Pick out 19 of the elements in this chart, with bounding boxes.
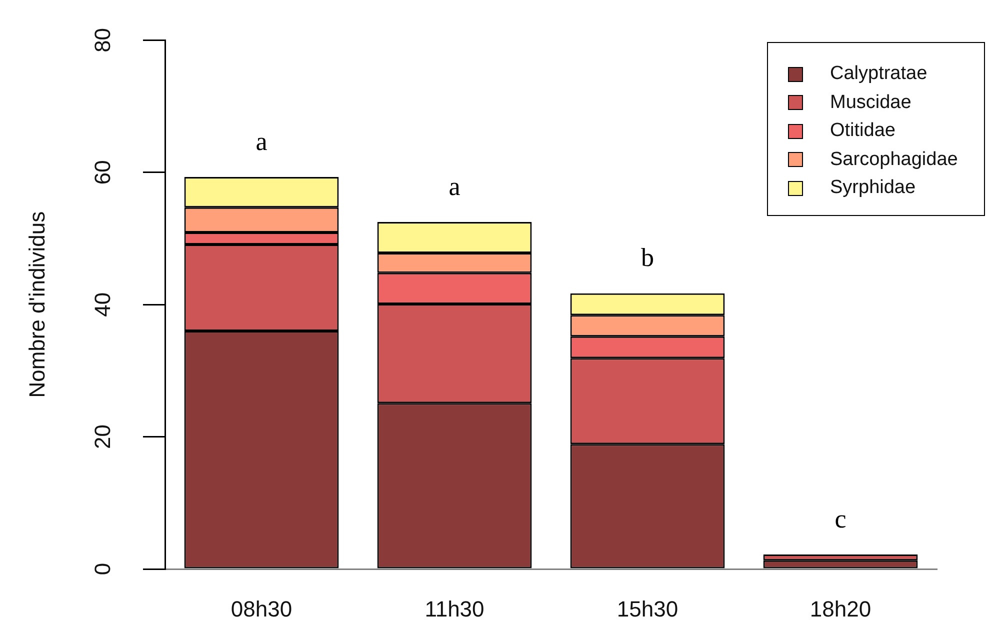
x-tick-label: 18h20	[810, 596, 872, 622]
annotation: b	[641, 243, 654, 272]
x-tick-label: 11h30	[424, 596, 484, 622]
y-tick-label: 40	[90, 292, 115, 317]
y-tick-label: 60	[90, 160, 115, 185]
y-tick-label: 20	[90, 424, 115, 450]
y-axis-title: Nombre d'individus	[24, 211, 50, 398]
annotation: a	[448, 172, 461, 201]
y-tick-label: 0	[90, 562, 115, 576]
annotation: a	[256, 126, 268, 156]
legend-label: Syrphidae	[830, 177, 916, 200]
x-tick-label: 15h30	[616, 596, 678, 622]
annotation: c	[834, 504, 846, 534]
legend-label: Sarcophagidae	[830, 148, 958, 171]
x-tick-label: 08h30	[230, 596, 292, 622]
y-tick-label: 80	[90, 28, 115, 52]
legend-label: Muscidae	[830, 92, 912, 114]
legend-label: Otitidae	[830, 120, 896, 142]
legend-label: Calyptratae	[830, 63, 928, 86]
